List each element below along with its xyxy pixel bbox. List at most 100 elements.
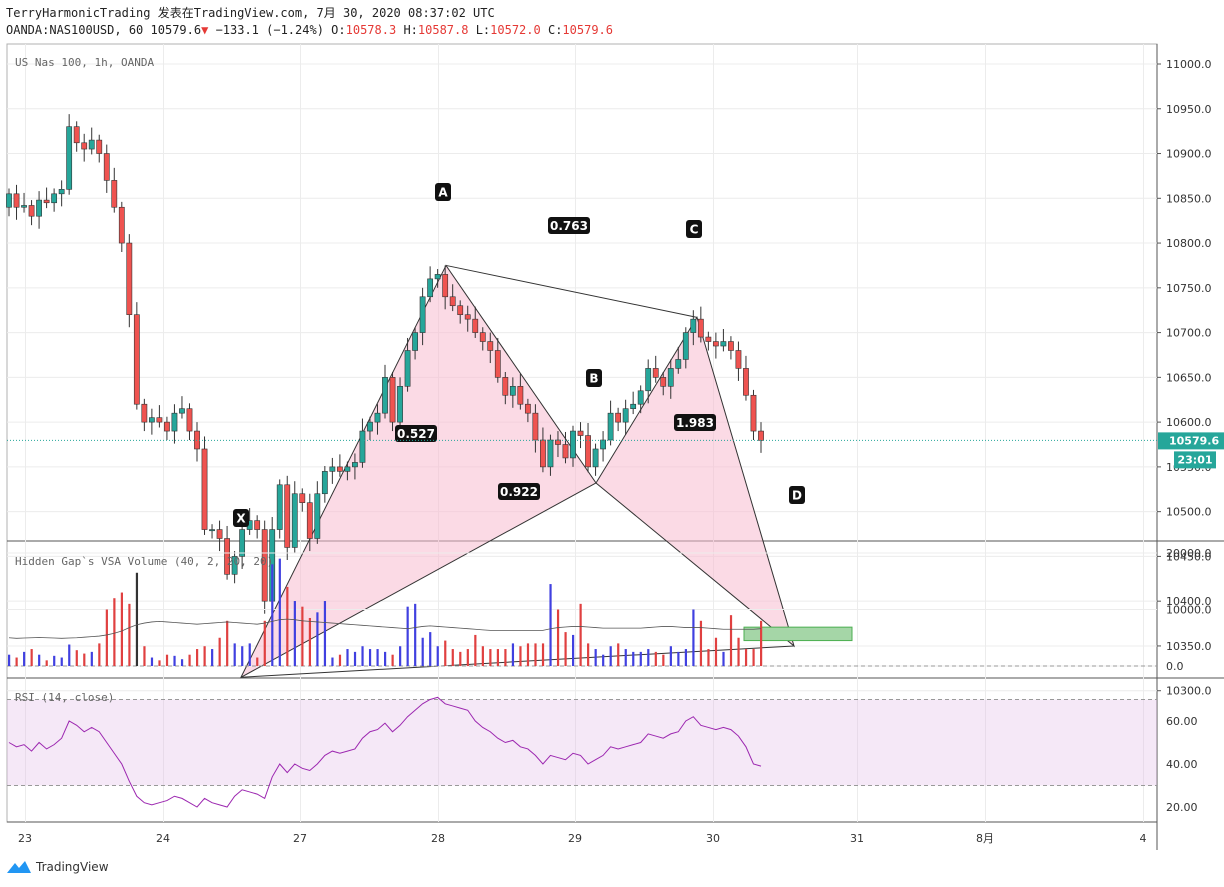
volume-bar — [406, 606, 409, 666]
volume-bar — [143, 646, 146, 666]
volume-bar — [120, 592, 123, 666]
volume-bar — [353, 651, 357, 666]
volume-bar — [549, 584, 552, 666]
volume-bar — [83, 653, 86, 666]
volume-bar — [346, 649, 349, 666]
x-tick-label: 23 — [18, 832, 32, 845]
volume-bar — [481, 646, 484, 666]
volume-bar — [376, 649, 379, 666]
rsi-band — [7, 699, 1157, 786]
volume-bar — [684, 649, 687, 666]
volume-bar — [8, 654, 11, 666]
candle-body — [442, 274, 449, 298]
open-value: 10578.3 — [345, 23, 397, 37]
high-label: H: — [403, 23, 418, 37]
volume-average-line — [8, 618, 762, 639]
candle-body — [216, 529, 223, 539]
y-tick-label: 10400.0 — [1166, 595, 1212, 608]
volume-bar — [211, 649, 214, 666]
volume-bar — [699, 620, 703, 666]
volume-bar — [587, 643, 590, 666]
volume-bar — [647, 649, 650, 666]
last-price-tag-label: 10579.6 — [1169, 434, 1219, 447]
ratio-label: 0.922 — [500, 485, 538, 499]
volume-bar — [519, 646, 522, 666]
volume-bar — [256, 657, 259, 666]
candle-body — [88, 139, 95, 150]
candle-body — [697, 318, 704, 338]
main-chart-title: US Nas 100, 1h, OANDA — [15, 56, 154, 69]
volume-bar — [15, 657, 18, 666]
candle-body — [118, 206, 125, 244]
ratio-label-box — [548, 217, 590, 234]
volume-bar — [579, 603, 582, 666]
volume-bar — [165, 654, 169, 666]
volume-bar — [286, 586, 289, 666]
volume-bar — [729, 615, 733, 666]
candle-body — [690, 318, 697, 333]
volume-bar — [526, 643, 530, 666]
candle-body — [314, 493, 321, 539]
x-tick-label: 28 — [431, 832, 445, 845]
candle-body — [28, 205, 35, 217]
ohlc-header: OANDA:NAS100USD, 60 10579.6▼ −133.1 (−1.… — [6, 23, 613, 37]
volume-bar — [323, 601, 327, 666]
candle-body — [540, 439, 546, 468]
candle-body — [667, 368, 674, 387]
rsi-line — [8, 696, 762, 808]
volume-bar — [654, 651, 657, 666]
volume-bar — [98, 643, 101, 666]
candle-body — [743, 368, 749, 396]
volume-bar — [45, 660, 48, 666]
candle-body — [652, 368, 659, 378]
pattern-point-label: A — [438, 186, 448, 200]
volume-bar — [556, 609, 560, 666]
volume-bar — [632, 651, 635, 666]
volume-bar — [53, 655, 56, 666]
candle-body — [509, 386, 516, 396]
volume-bar — [714, 637, 718, 666]
vol-y-tick-label: 20000.0 — [1166, 547, 1212, 560]
candle-body — [276, 484, 283, 530]
candle-body — [261, 529, 268, 602]
candle-body — [367, 421, 373, 432]
candle-body — [705, 336, 712, 342]
low-value: 10572.0 — [490, 23, 541, 37]
close-label: C: — [547, 23, 563, 37]
publish-line: TerryHarmonicTrading 发表在TradingView.com,… — [6, 6, 495, 20]
point-label-box — [435, 183, 451, 201]
symbol-label: OANDA:NAS100USD, 60 — [6, 23, 144, 37]
y-tick-label: 10800.0 — [1166, 237, 1212, 250]
volume-bar — [301, 606, 304, 666]
volume-bar — [361, 646, 364, 666]
candle-body — [600, 439, 606, 450]
volume-bar — [278, 558, 281, 666]
candle-body — [186, 408, 193, 432]
volume-bar — [429, 632, 432, 666]
pattern-point-label: X — [236, 512, 246, 526]
volume-bar — [75, 650, 78, 666]
volume-bar — [308, 617, 311, 666]
volume-bar — [331, 657, 334, 666]
volume-bar — [504, 649, 507, 666]
y-tick-label: 10850.0 — [1166, 192, 1212, 205]
point-label-box — [789, 486, 805, 504]
rsi-y-tick-label: 60.00 — [1166, 715, 1198, 728]
volume-bar — [451, 649, 454, 666]
volume-bar — [248, 643, 251, 666]
candle-body — [81, 142, 88, 150]
volume-bar — [263, 620, 266, 666]
y-tick-label: 11000.0 — [1166, 58, 1212, 71]
y-tick-label: 10650.0 — [1166, 371, 1212, 384]
volume-bar — [384, 651, 387, 666]
target-zone — [743, 626, 853, 642]
ratio-label-box — [395, 425, 437, 442]
pattern-point-label: D — [792, 489, 802, 503]
candle-body — [645, 368, 652, 392]
candle-body — [126, 242, 133, 315]
volume-bar — [68, 644, 71, 666]
down-arrow-icon: ▼ — [201, 23, 209, 37]
candle-body — [51, 193, 58, 204]
x-tick-label: 30 — [706, 832, 720, 845]
